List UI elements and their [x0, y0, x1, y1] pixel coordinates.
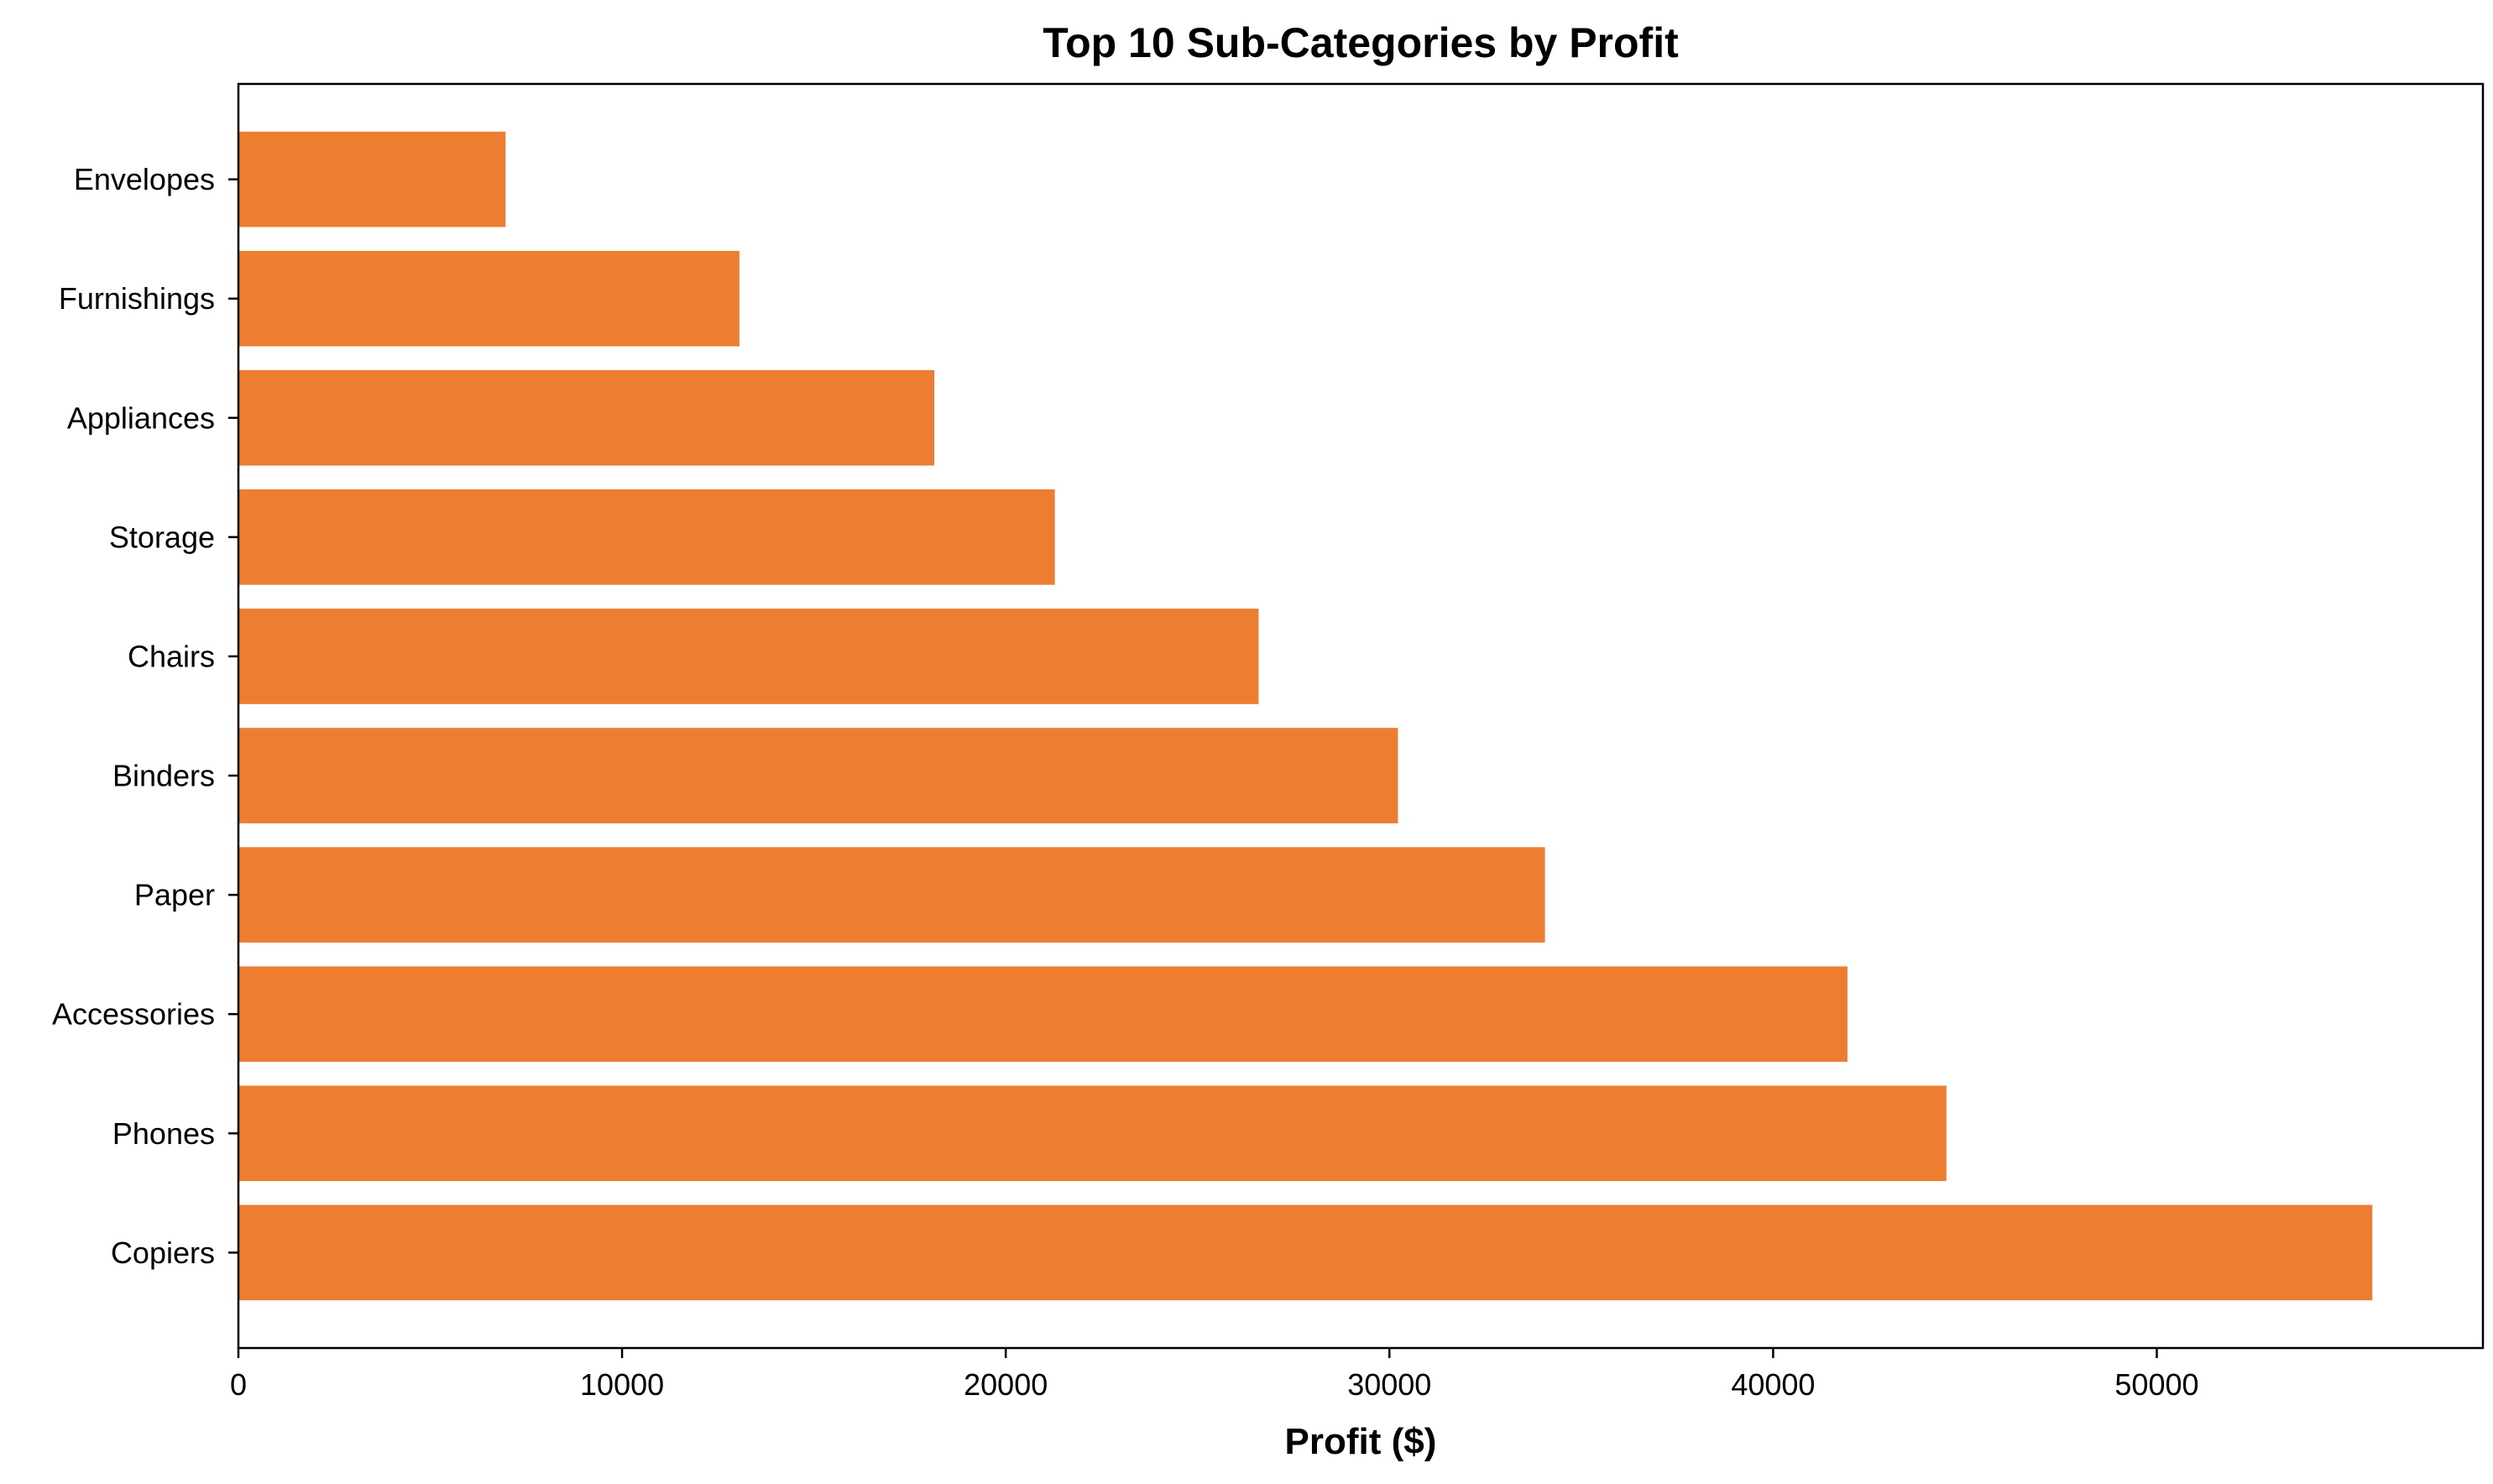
y-tick-label: Accessories	[52, 997, 215, 1032]
x-tick-label: 20000	[964, 1367, 1048, 1402]
y-tick-label: Binders	[112, 759, 215, 793]
y-tick-label: Phones	[112, 1116, 215, 1151]
bar-binders	[238, 728, 1398, 823]
bar-envelopes	[238, 131, 506, 227]
bar-chairs	[238, 609, 1259, 704]
y-tick-label: Envelopes	[74, 162, 215, 196]
y-axis-ticks: Copiers Phones Accessories Paper Binders Chai…	[52, 162, 238, 1270]
plot-frame	[237, 82, 2485, 1350]
x-tick-label: 10000	[580, 1367, 664, 1402]
x-axis-label: Profit ($)	[1285, 1421, 1437, 1462]
bar-copiers	[238, 1204, 2373, 1301]
bar-phones	[238, 1085, 1947, 1182]
x-tick-label: 40000	[1731, 1367, 1815, 1402]
y-tick-label: Storage	[109, 520, 215, 554]
y-tick-label: Appliances	[67, 400, 215, 435]
bar-storage	[238, 489, 1055, 585]
bar-accessories	[238, 966, 1848, 1063]
x-tick-label: 50000	[2114, 1367, 2198, 1402]
bars	[238, 131, 2373, 1301]
y-tick-label: Chairs	[128, 639, 215, 673]
chart-title: Top 10 Sub-Categories by Profit	[1043, 19, 1679, 66]
y-tick-label: Copiers	[111, 1236, 215, 1270]
bar-paper	[238, 847, 1545, 943]
x-tick-label: 0	[230, 1367, 247, 1402]
y-tick-label: Paper	[134, 878, 215, 912]
x-tick-label: 30000	[1347, 1367, 1431, 1402]
x-axis-ticks: 0 10000 20000 30000 40000 50000	[230, 1348, 2199, 1402]
bar-appliances	[238, 369, 935, 466]
y-tick-label: Furnishings	[59, 281, 215, 316]
bar-furnishings	[238, 250, 740, 347]
